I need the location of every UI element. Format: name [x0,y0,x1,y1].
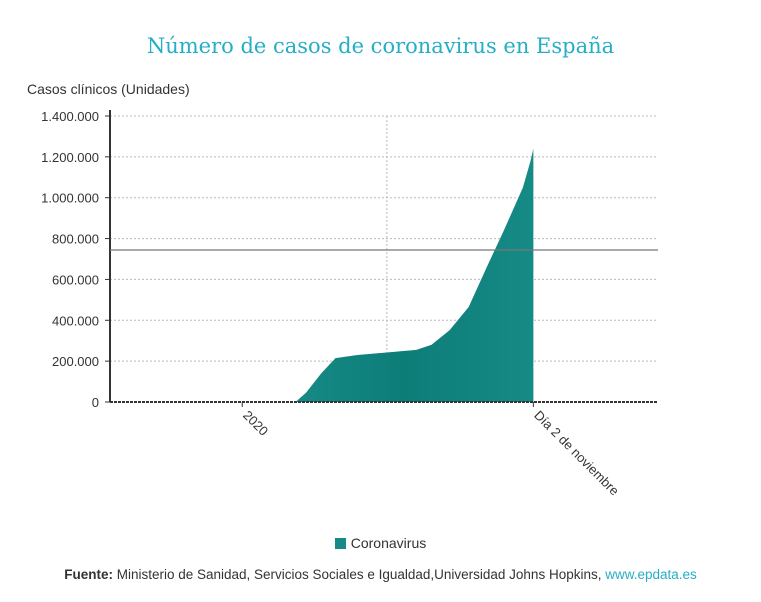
y-tick-label: 200.000 [52,354,99,369]
x-tick-label: 2020 [240,408,271,439]
y-tick-label: 1.000.000 [41,191,99,206]
legend-swatch [334,538,346,549]
source-label: Fuente: [64,567,113,582]
source-note: Fuente: Ministerio de Sanidad, Servicios… [0,567,761,582]
chart-title: Número de casos de coronavirus en España [146,34,615,58]
series-area-coronavirus[interactable] [295,148,534,402]
y-tick-label: 600.000 [52,272,99,287]
y-tick-label: 1.200.000 [41,150,99,165]
source-text: Ministerio de Sanidad, Servicios Sociale… [112,567,606,582]
source-link[interactable]: www.epdata.es [605,567,697,582]
y-tick-label: 0 [92,395,99,410]
y-tick-label: 400.000 [52,313,99,328]
y-axis-label: Casos clínicos (Unidades) [27,81,190,97]
x-tick-label: Día 2 de noviembre [531,408,622,499]
y-tick-label: 1.400.000 [41,109,99,124]
y-tick-label: 800.000 [52,232,99,247]
legend[interactable]: Coronavirus [0,535,761,551]
legend-label: Coronavirus [350,535,427,551]
